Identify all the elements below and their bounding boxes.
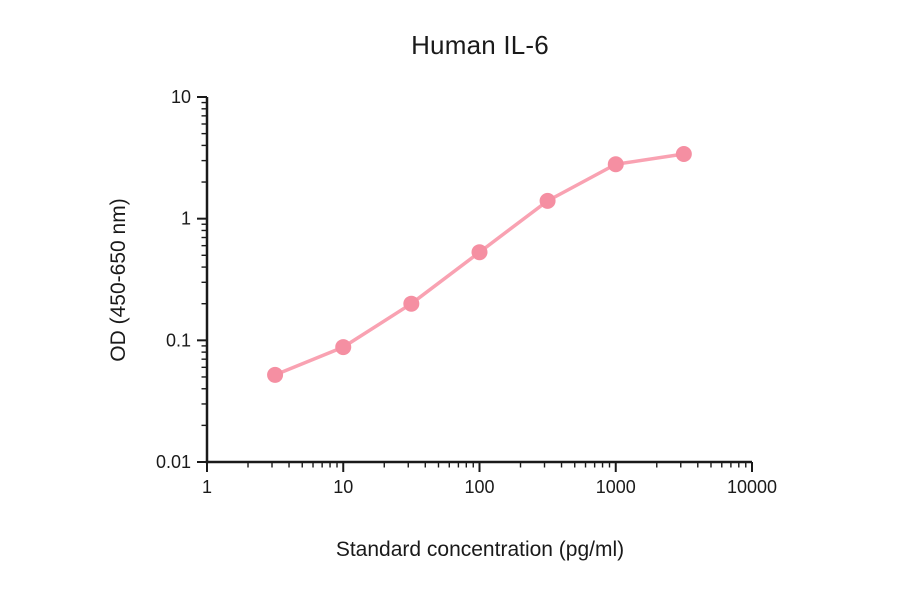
data-point-marker bbox=[471, 244, 488, 261]
data-point-marker bbox=[539, 192, 556, 209]
x-tick-label: 1000 bbox=[596, 477, 636, 497]
y-tick-label: 0.1 bbox=[166, 330, 191, 350]
x-tick-label: 10 bbox=[333, 477, 353, 497]
x-axis-label: Standard concentration (pg/ml) bbox=[335, 538, 625, 561]
data-point-marker bbox=[335, 339, 352, 356]
y-tick-label: 0.01 bbox=[156, 452, 191, 472]
y-tick-label: 10 bbox=[171, 87, 191, 107]
data-point-marker bbox=[403, 295, 420, 312]
data-point-marker bbox=[267, 366, 284, 383]
y-tick-label: 1 bbox=[181, 209, 191, 229]
standard-curve-line bbox=[273, 152, 686, 377]
chart-title: Human IL-6 bbox=[411, 30, 549, 60]
x-tick-label: 10000 bbox=[727, 477, 777, 497]
x-tick-label: 1 bbox=[202, 477, 212, 497]
x-tick-label: 100 bbox=[464, 477, 494, 497]
data-point-marker bbox=[675, 146, 692, 163]
data-point-marker bbox=[607, 156, 624, 173]
